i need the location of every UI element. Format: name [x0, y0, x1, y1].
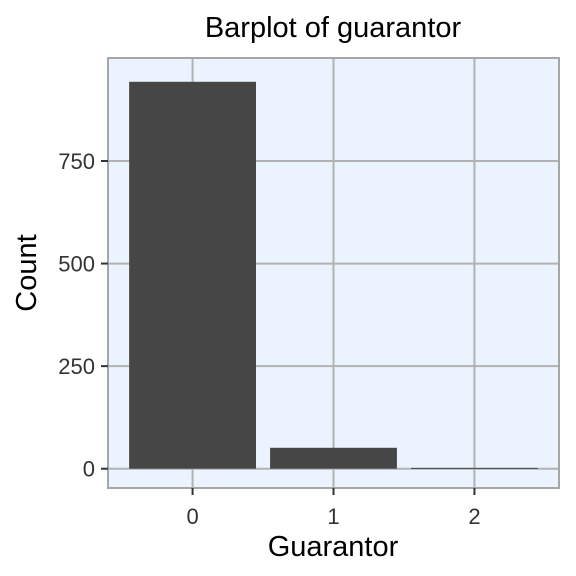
bar-2	[411, 467, 538, 469]
y-tick-label-3: 750	[58, 149, 95, 174]
x-axis-ticks: 0 1 2	[186, 488, 481, 529]
x-tick-label-2: 2	[468, 504, 480, 529]
x-axis-title: Guarantor	[268, 531, 399, 563]
bar-0	[129, 81, 256, 469]
bars	[129, 81, 538, 469]
chart-title: Barplot of guarantor	[205, 12, 462, 44]
y-tick-label-1: 250	[58, 354, 95, 379]
y-axis-title: Count	[11, 234, 43, 311]
bar-1	[270, 447, 397, 469]
y-tick-label-0: 0	[83, 457, 95, 482]
y-tick-label-2: 500	[58, 252, 95, 277]
x-tick-label-0: 0	[186, 504, 198, 529]
x-tick-label-1: 1	[327, 504, 339, 529]
y-axis-ticks: 0 250 500 750	[58, 149, 108, 482]
